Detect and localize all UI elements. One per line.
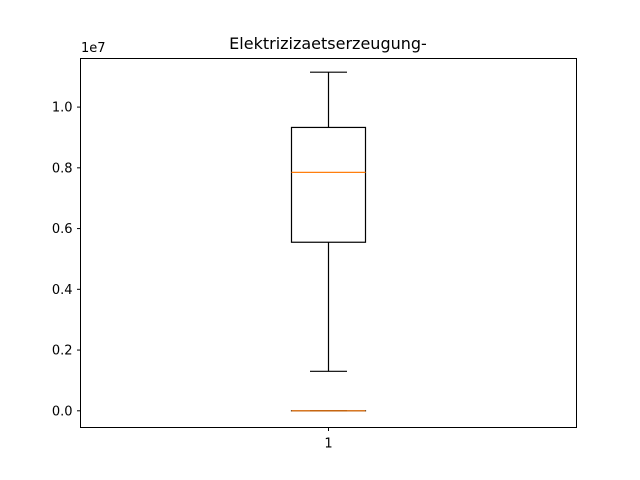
chart-title: Elektrizizaetserzeugung- [229, 34, 427, 53]
y-tick-label: 1.0 [52, 101, 73, 116]
box-series [290, 71, 367, 412]
y-tick-label: 0.0 [52, 404, 73, 419]
x-tick-label: 1 [324, 437, 332, 452]
y-axis: 0.0 0.2 0.4 0.6 0.8 1.0 [52, 101, 81, 419]
y-tick-label: 0.6 [52, 222, 73, 237]
plot-area-frame [80, 58, 577, 428]
interquartile-box [290, 126, 367, 243]
y-tick-label: 0.4 [52, 283, 73, 298]
x-axis: 1 [324, 427, 333, 452]
y-tick-label: 0.2 [52, 344, 73, 359]
box-plot-element [290, 71, 367, 372]
y-axis-offset-label: 1e7 [81, 41, 106, 56]
y-tick-label: 0.8 [52, 161, 73, 176]
